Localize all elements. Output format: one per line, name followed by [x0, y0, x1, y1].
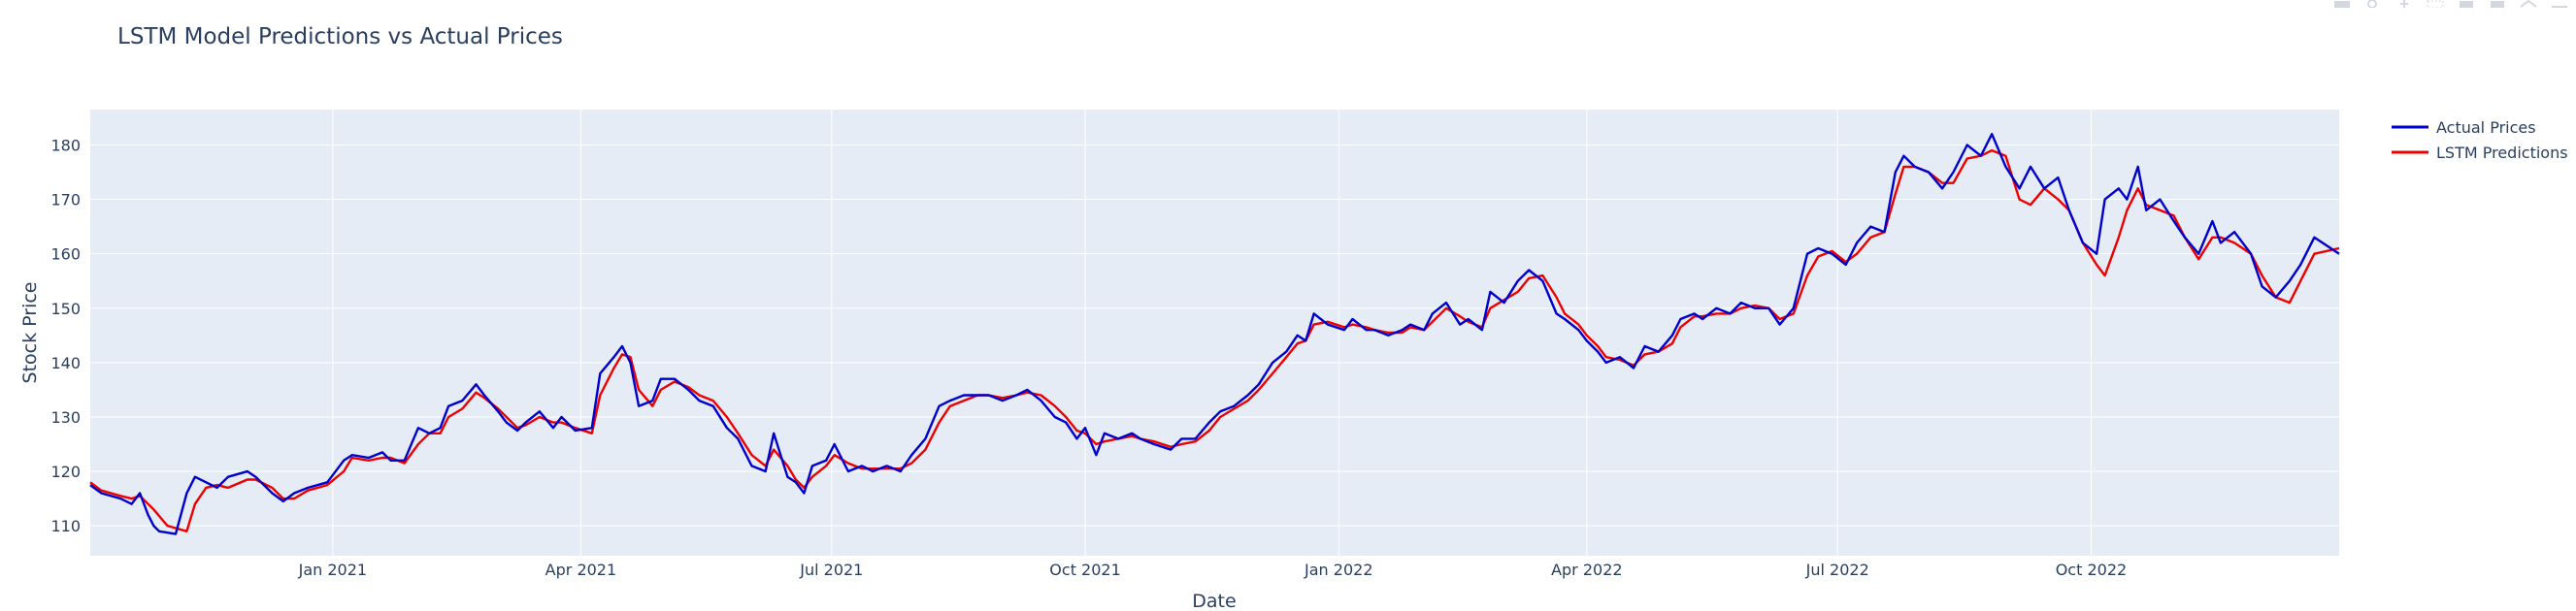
- x-axis-label: Date: [1192, 591, 1236, 611]
- y-tick-label: 140: [50, 354, 81, 372]
- x-tick-label: Jan 2022: [1304, 561, 1372, 579]
- y-tick-label: 180: [50, 136, 81, 154]
- x-tick-label: Jan 2021: [298, 561, 367, 579]
- pan-icon[interactable]: [2395, 0, 2413, 8]
- plot-area: [90, 110, 2339, 556]
- grid-lines: [90, 110, 2339, 556]
- series-line-actual-prices: [89, 132, 2340, 535]
- camera-icon[interactable]: [2333, 0, 2351, 8]
- zoom-out-icon[interactable]: [2489, 0, 2506, 8]
- chart-title: LSTM Model Predictions vs Actual Prices: [117, 24, 563, 49]
- x-tick-label: Jul 2022: [1805, 561, 1869, 579]
- x-tick-label: Oct 2021: [1049, 561, 1120, 579]
- y-tick-label: 110: [50, 517, 81, 535]
- x-tick-label: Apr 2021: [545, 561, 616, 579]
- y-axis-label: Stock Price: [19, 282, 41, 384]
- modebar: [2333, 0, 2568, 12]
- y-tick-label: 170: [50, 191, 81, 209]
- x-tick-label: Jul 2021: [799, 561, 863, 579]
- y-tick-label: 120: [50, 463, 81, 481]
- y-axis-ticks: 110 120 130 140 150 160 170 180: [50, 136, 81, 535]
- series-lines: [89, 132, 2340, 535]
- zoom-in-icon[interactable]: [2458, 0, 2475, 8]
- reset-axes-icon[interactable]: [2551, 0, 2568, 8]
- y-tick-label: 160: [50, 245, 81, 264]
- legend-label-lstm[interactable]: LSTM Predictions: [2436, 144, 2568, 162]
- y-tick-label: 150: [50, 300, 81, 318]
- legend-label-actual[interactable]: Actual Prices: [2436, 118, 2536, 137]
- x-tick-label: Oct 2022: [2056, 561, 2127, 579]
- autoscale-icon[interactable]: [2520, 0, 2537, 8]
- x-tick-label: Apr 2022: [1551, 561, 1622, 579]
- y-tick-label: 130: [50, 408, 81, 427]
- box-select-icon[interactable]: [2427, 0, 2444, 8]
- zoom-icon[interactable]: [2364, 0, 2382, 8]
- legend[interactable]: Actual Prices LSTM Predictions: [2392, 118, 2568, 162]
- x-axis-ticks: Jan 2021 Apr 2021 Jul 2021 Oct 2021 Jan 2022…: [298, 561, 2128, 579]
